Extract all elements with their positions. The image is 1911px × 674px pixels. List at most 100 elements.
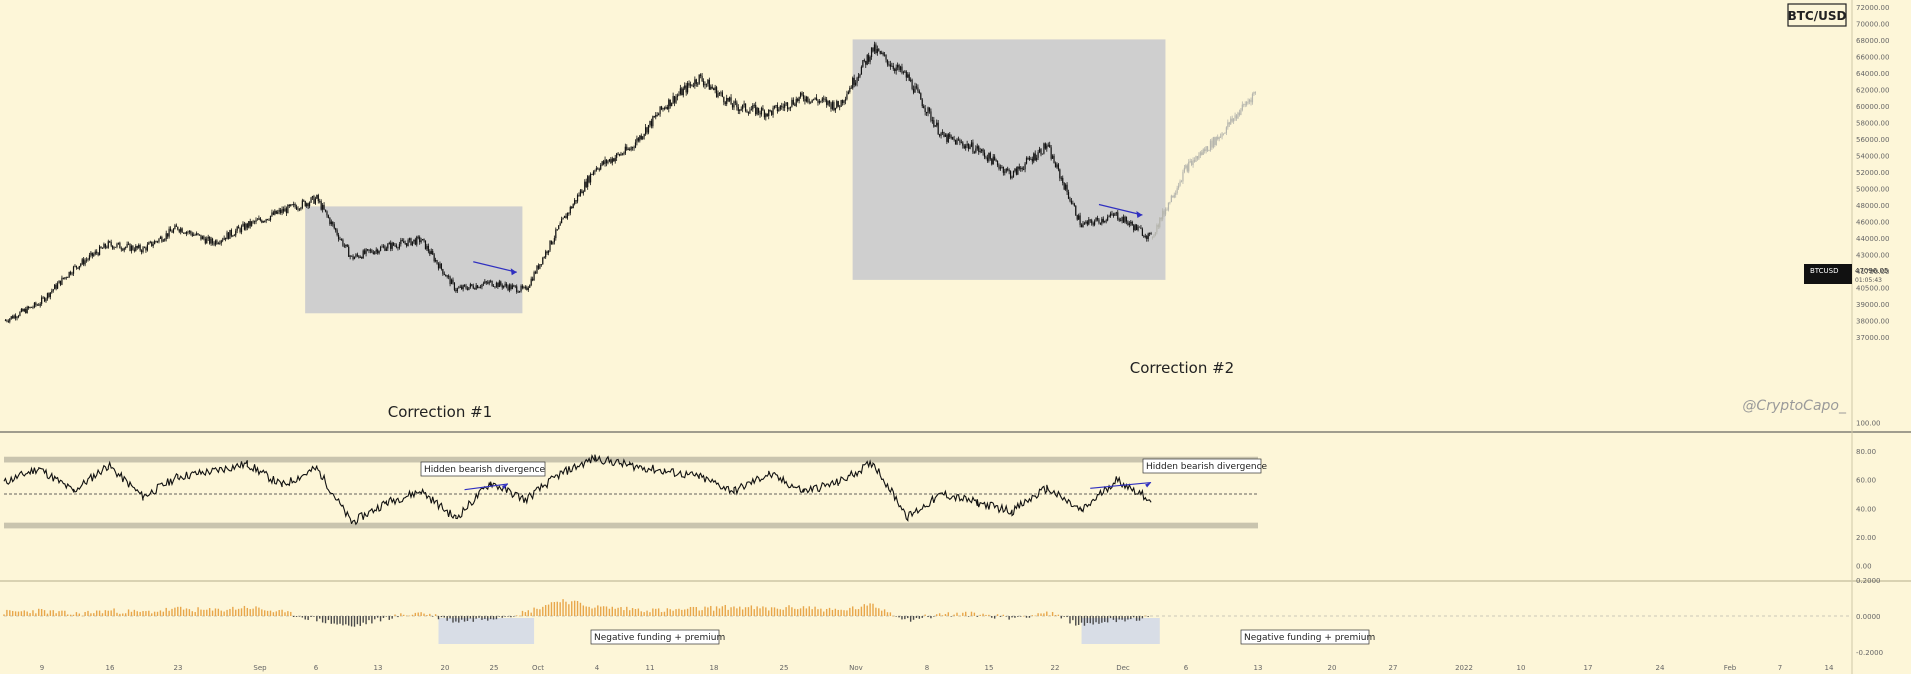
funding-bar: [139, 611, 141, 616]
price-candle-body: [154, 241, 156, 245]
price-candle-body: [365, 249, 367, 254]
price-candle-body: [1104, 220, 1106, 222]
price-candle-body: [264, 221, 266, 222]
funding-bar: [1077, 616, 1080, 625]
rsi-axis[interactable]: 100.00 80.00 60.00 40.00 20.00 0.00: [1856, 419, 1881, 570]
funding-bar: [652, 608, 654, 616]
price-candle-body: [194, 234, 196, 236]
price-candle-body: [123, 248, 125, 251]
funding-bar: [820, 608, 822, 616]
price-candle-body: [106, 247, 108, 249]
funding-bar: [1124, 616, 1126, 622]
funding-bar: [159, 610, 162, 616]
funding-bar: [226, 609, 228, 616]
price-candle-body: [701, 75, 703, 82]
price-candle-body: [552, 241, 554, 245]
price-candle-body: [1038, 149, 1041, 153]
funding-bar: [475, 616, 477, 619]
price-candle-body: [414, 239, 416, 245]
price-candle-body: [1001, 166, 1003, 168]
funding-bar: [394, 614, 396, 616]
funding-bar: [206, 609, 208, 616]
price-candle-body: [1130, 221, 1132, 224]
date-axis[interactable]: 9 16 23 Sep 6 13 20 25 Oct 4 11 18 25 Nov 8 15 22 Dec 6 13 2…: [40, 664, 1834, 672]
price-candle-body: [148, 242, 150, 245]
price-candle-body: [1073, 203, 1075, 206]
funding-bar: [292, 616, 295, 618]
funding-axis[interactable]: 0.2000 0.0000 -0.2000: [1856, 577, 1883, 657]
funding-bar: [321, 616, 324, 623]
price-candle-body: [116, 243, 118, 247]
price-candle-body: [411, 241, 414, 246]
funding-bar: [348, 616, 350, 626]
funding-bar: [982, 613, 984, 616]
price-candle-body: [682, 88, 684, 96]
forecast-candle-body: [1201, 152, 1203, 155]
price-candle-body: [613, 158, 615, 162]
price-candle-body: [865, 60, 867, 65]
price-candle-body: [755, 105, 757, 115]
price-candle-body: [539, 264, 541, 269]
funding-bar: [721, 606, 724, 616]
forecast-candle-body: [1209, 140, 1212, 151]
price-candle-body: [947, 134, 949, 142]
price-candle-body: [873, 44, 876, 52]
price-candle-body: [982, 149, 984, 153]
correction-2-label: Correction #2: [1130, 359, 1234, 377]
funding-bar: [991, 616, 993, 618]
price-candle-body: [504, 283, 506, 286]
price-candle-body: [799, 92, 802, 97]
funding-bar: [878, 608, 880, 616]
price-candle-body: [253, 221, 256, 223]
price-candle-body: [49, 292, 51, 297]
price-tick-label: 58000.00: [1856, 120, 1889, 128]
funding-bar: [298, 616, 301, 617]
price-candle-body: [352, 255, 354, 260]
price-candle-body: [930, 111, 932, 121]
price-candle-body: [368, 249, 370, 251]
price-candle-body: [618, 154, 621, 156]
price-candle-body: [1121, 217, 1123, 221]
price-candle-body: [1135, 224, 1138, 231]
funding-bar: [61, 610, 63, 616]
price-candle-body: [537, 265, 540, 269]
date-tick-label: 8: [925, 664, 929, 672]
funding-bar: [272, 612, 275, 616]
price-candle-body: [778, 109, 780, 112]
price-candle-body: [547, 250, 550, 253]
price-candle-body: [308, 202, 311, 207]
price-candle-body: [689, 84, 692, 86]
divergence-label-box-1: [420, 461, 546, 477]
price-candle-body: [38, 304, 40, 306]
price-candle-body: [743, 103, 745, 105]
funding-bar: [695, 607, 698, 616]
forecast-candle-body: [1243, 104, 1245, 106]
price-candle-body: [1079, 215, 1081, 225]
price-candle-body: [435, 260, 437, 262]
price-candle-body: [184, 232, 186, 234]
funding-bar: [1002, 614, 1005, 616]
price-candle-body: [788, 108, 790, 110]
price-candle-body: [374, 251, 376, 254]
funding-bar: [310, 616, 312, 617]
forecast-candle-body: [1248, 99, 1251, 102]
price-candle-body: [888, 64, 890, 66]
price-candle-body: [771, 110, 773, 115]
date-tick-label: 20: [1328, 664, 1337, 672]
price-candle-body: [346, 244, 348, 247]
price-axis[interactable]: 72000.00 70000.00 68000.00 66000.00 64000.00…: [1856, 4, 1889, 342]
funding-label-box-2: [1240, 629, 1370, 645]
price-candle-body: [345, 244, 347, 246]
price-candle-body: [1082, 223, 1084, 228]
funding-bar: [513, 616, 515, 617]
price-candle-body: [676, 95, 679, 97]
price-candle-body: [390, 242, 392, 249]
funding-bar: [188, 609, 191, 616]
funding-bar: [1133, 616, 1135, 618]
funding-bar: [1037, 613, 1039, 616]
funding-bar: [530, 612, 532, 616]
funding-bar: [634, 609, 637, 616]
price-candle-body: [1114, 213, 1116, 216]
funding-bar: [400, 613, 402, 616]
forecast-candle-body: [1253, 92, 1255, 95]
